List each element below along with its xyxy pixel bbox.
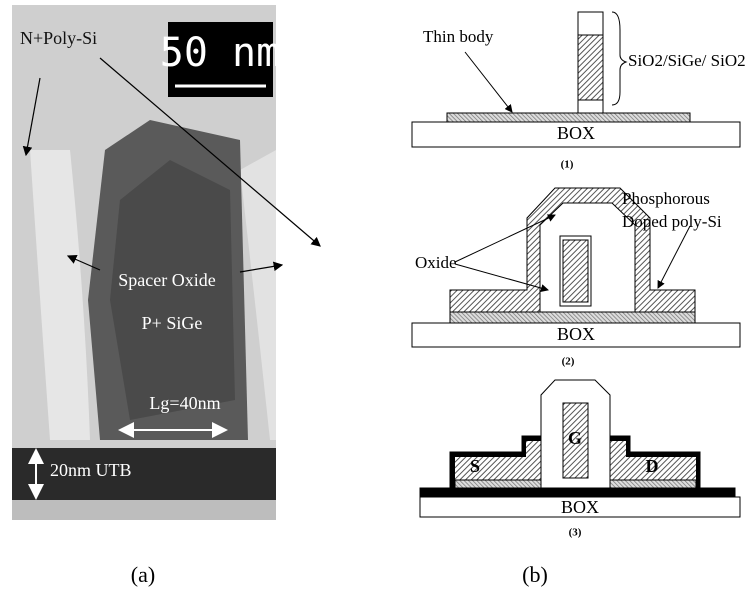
poly-label: Phosphorous	[622, 189, 710, 208]
sige-label: P+ SiGe	[142, 313, 203, 333]
step-caption: (3)	[569, 527, 582, 539]
box-label: BOX	[557, 324, 595, 344]
step-caption: (2)	[562, 356, 575, 368]
step-caption: (1)	[561, 159, 574, 171]
spacer-label: Spacer Oxide	[118, 270, 215, 290]
panel-b-caption: (b)	[522, 562, 548, 587]
gate-label: G	[568, 428, 582, 448]
poly-label: Doped poly-Si	[622, 212, 722, 231]
panel-a-caption: (a)	[131, 562, 155, 587]
utb-label: 20nm UTB	[50, 460, 132, 480]
box-label: BOX	[561, 497, 599, 517]
source-label: S	[470, 456, 480, 476]
figure: 50 nm N+Poly-Si Spacer Oxide P+ SiGe Lg=…	[0, 0, 754, 591]
box-label: BOX	[557, 123, 595, 143]
gate-length-label: Lg=40nm	[149, 393, 220, 413]
body-label: Thin body	[423, 27, 494, 46]
stack-label: SiO2/SiGe/ SiO2	[628, 51, 746, 70]
drain-label: D	[646, 456, 659, 476]
oxide-label: Oxide	[415, 253, 457, 272]
scale-bar-label: 50 nm	[160, 30, 280, 76]
gate-label: N+Poly-Si	[20, 28, 97, 48]
tem-image: 50 nm N+Poly-Si Spacer Oxide P+ SiGe Lg=…	[12, 5, 320, 520]
